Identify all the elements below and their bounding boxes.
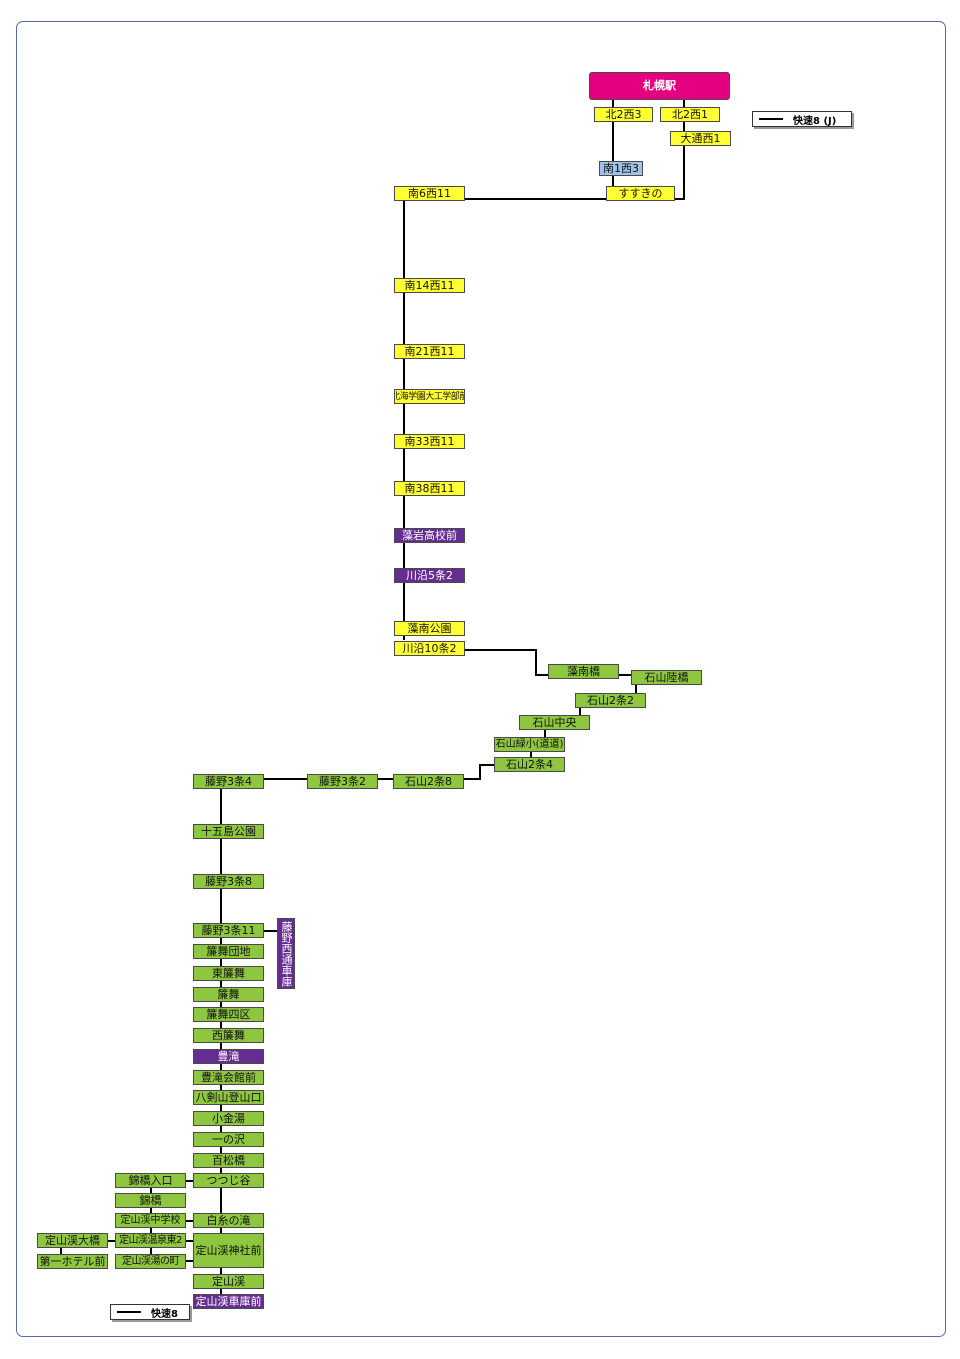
station-ranshin[interactable]: 簾舞 [193,987,264,1002]
station-toyotaki[interactable]: 豊滝 [193,1049,264,1064]
station-fujino3jo8[interactable]: 藤野3条8 [193,874,264,889]
legend-top-label: 快速8 (J) [793,115,837,127]
legend-line-swatch [759,118,783,120]
station-shiraito-no-taki[interactable]: 白糸の滝 [193,1213,264,1228]
route-line [464,649,549,676]
station-hokkai-gakuen[interactable]: 北海学園大工学部前 [394,389,465,404]
station-ishiyama2jo8[interactable]: 石山2条8 [393,774,464,789]
station-ishiyama-midori[interactable]: 石山緑小(道道) [494,737,565,752]
station-sonan-koen[interactable]: 藻南公園 [394,621,465,636]
station-susukino[interactable]: すすきの [606,186,675,201]
station-dai-ichi-hotel[interactable]: 第一ホテル前 [37,1254,108,1269]
station-ranshin-danchi[interactable]: 簾舞団地 [193,944,264,959]
station-minami6nishi11[interactable]: 南6西11 [394,186,465,201]
station-kawazoe5jo2[interactable]: 川沿5条2 [394,568,465,583]
station-minami14nishi11[interactable]: 南14西11 [394,278,465,293]
station-nishiki-bashi-iriguchi[interactable]: 錦橋入口 [115,1173,186,1188]
station-kawazoe10jo2[interactable]: 川沿10条2 [394,641,465,656]
legend-bottom-label: 快速8 [151,1308,178,1320]
station-moiwa-koko[interactable]: 藻岩高校前 [394,528,465,543]
diagram-frame [16,21,946,1337]
station-ishiyama-rikkyo[interactable]: 石山陸橋 [631,670,702,685]
station-fujino3jo11[interactable]: 藤野3条11 [193,923,264,938]
station-sapporo-eki[interactable]: 札幌駅 [589,72,730,100]
station-kita2nishi3[interactable]: 北2西3 [594,107,653,122]
station-ichinosawa[interactable]: 一の沢 [193,1132,264,1147]
station-jozankei[interactable]: 定山渓 [193,1274,264,1289]
station-kita2nishi1[interactable]: 北2西1 [660,107,720,122]
station-fujino-depot-label: 藤野西通車庫 [280,920,293,987]
station-nishi-ranshin[interactable]: 西簾舞 [193,1028,264,1043]
station-jozankei-chugakko[interactable]: 定山渓中学校 [115,1213,186,1228]
station-ishiyama2jo2[interactable]: 石山2条2 [575,693,646,708]
station-minami33nishi11[interactable]: 南33西11 [394,434,465,449]
station-tsutsujidani[interactable]: つつじ谷 [193,1173,264,1188]
station-toyotaki-kaikan[interactable]: 豊滝会館前 [193,1070,264,1085]
station-minami1nishi3[interactable]: 南1西3 [599,161,643,176]
station-minami38nishi11[interactable]: 南38西11 [394,481,465,496]
station-fujino3jo2[interactable]: 藤野3条2 [307,774,378,789]
station-higashi-ranshin[interactable]: 東簾舞 [193,966,264,981]
station-fujino3jo4[interactable]: 藤野3条4 [193,774,264,789]
station-ishiyama-chuo[interactable]: 石山中央 [519,715,590,730]
station-hyakumatsu-bashi[interactable]: 百松橋 [193,1153,264,1168]
station-odori-nishi1[interactable]: 大通西1 [670,131,731,146]
route-line [464,764,496,780]
station-minami21nishi11[interactable]: 南21西11 [394,344,465,359]
legend-bottom: 快速8 [110,1304,190,1320]
station-ranshin4ku[interactable]: 簾舞四区 [193,1007,264,1022]
legend-top: 快速8 (J) [752,111,852,127]
station-jozankei-jinja[interactable]: 定山渓神社前 [193,1233,264,1268]
station-jozankei-yunomachi[interactable]: 定山渓湯の町 [115,1254,186,1269]
station-kogane-yu[interactable]: 小金湯 [193,1111,264,1126]
station-fujino-depot[interactable]: 藤野西通車庫 [277,918,295,989]
station-jozankei-shakomae[interactable]: 定山渓車庫前 [193,1294,264,1309]
station-sonan-bashi[interactable]: 藻南橋 [548,664,619,679]
station-nishiki-bashi[interactable]: 錦橋 [115,1193,186,1208]
station-jugoshima-koen[interactable]: 十五島公園 [193,824,264,839]
legend-line-swatch-bottom [117,1311,141,1313]
station-jozankei-ohashi[interactable]: 定山渓大橋 [37,1233,108,1248]
station-jozankei-onsen-higashi2[interactable]: 定山渓温泉東2 [115,1233,186,1248]
station-hakkenzan[interactable]: 八剣山登山口 [193,1090,264,1105]
station-ishiyama2jo4[interactable]: 石山2条4 [494,757,565,772]
